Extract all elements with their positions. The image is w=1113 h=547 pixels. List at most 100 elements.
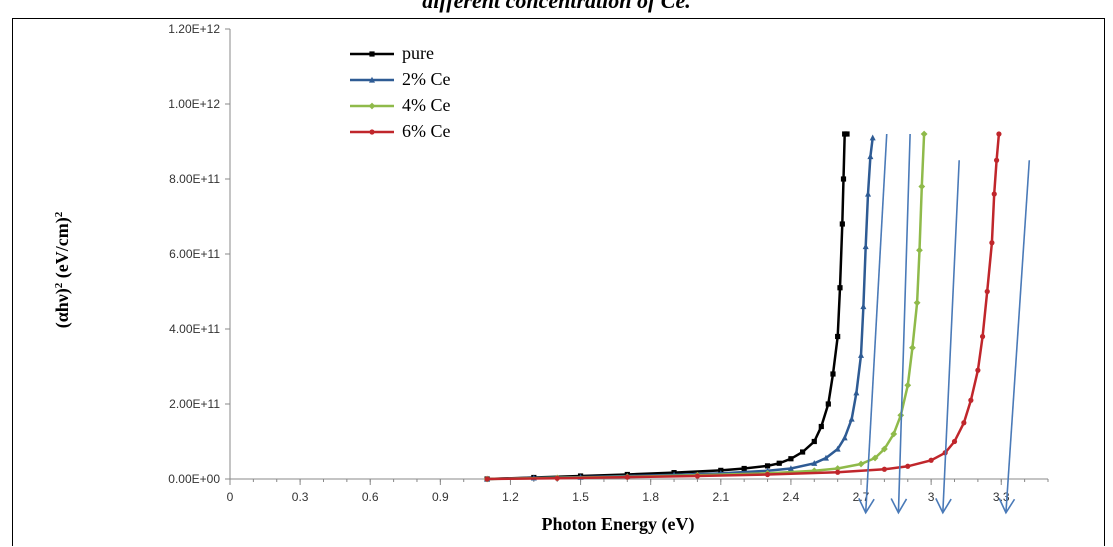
data-point — [741, 465, 747, 472]
y-tick-label: 6.00E+11 — [169, 247, 220, 261]
y-axis-label: (αhν)2 (eV/cm)2 — [52, 211, 73, 328]
data-point — [993, 157, 1000, 163]
data-point — [839, 221, 845, 227]
arrow-shaft — [897, 133, 911, 513]
y-tick-label: 8.00E+11 — [169, 172, 220, 186]
y-tick-label: 4.00E+11 — [169, 322, 220, 336]
data-point — [857, 460, 865, 468]
x-tick-label: 1.2 — [502, 490, 519, 504]
data-point — [835, 333, 841, 340]
data-point — [800, 449, 806, 455]
data-point — [840, 176, 847, 182]
x-tick-label: 0.6 — [362, 490, 379, 504]
data-point — [811, 438, 817, 445]
legend-label: pure — [402, 43, 434, 63]
data-point — [871, 454, 879, 462]
data-point — [991, 191, 997, 197]
legend-item: 2% Ce — [350, 69, 451, 89]
y-tick-label: 0.00E+00 — [168, 472, 220, 486]
y-axis-label-sup: 2 — [53, 282, 65, 288]
data-point — [904, 381, 912, 389]
data-point — [865, 190, 872, 197]
x-axis-label: Photon Energy (eV) — [542, 514, 695, 535]
data-point — [848, 415, 855, 422]
x-tick-label: 0.3 — [292, 490, 309, 504]
data-point — [834, 465, 842, 472]
data-point — [837, 285, 843, 291]
series-4-ce — [483, 130, 928, 483]
series-6-ce — [484, 131, 1002, 482]
arrow-head — [935, 498, 952, 515]
data-point — [554, 475, 560, 481]
x-tick-label: 0.9 — [432, 490, 449, 504]
legend-item: 4% Ce — [350, 95, 451, 115]
y-tick-label: 1.00E+12 — [168, 97, 220, 111]
data-point — [853, 389, 860, 396]
data-point — [913, 299, 921, 307]
chart-frame — [12, 18, 1105, 546]
data-point — [916, 246, 923, 254]
x-tick-label: 1.8 — [642, 490, 659, 504]
x-tick-label: 3.3 — [993, 490, 1010, 504]
legend-swatch-marker — [369, 76, 375, 83]
data-point — [984, 288, 990, 295]
series-line — [487, 137, 874, 481]
legend-swatch-marker — [369, 51, 375, 57]
data-point — [818, 423, 824, 430]
y-axis-label-main: (αhν) — [52, 288, 73, 328]
series-2-ce — [484, 134, 876, 482]
series-line — [487, 133, 1001, 481]
legend-label: 6% Ce — [402, 121, 451, 141]
legend: pure 2% Ce 4% Ce 6% Ce — [350, 43, 451, 141]
data-point — [951, 438, 958, 445]
data-point — [811, 460, 818, 466]
arrow-head — [890, 498, 908, 515]
axes: 0.00E+00 2.00E+11 4.00E+11 6.00E+11 8.00E+11… — [168, 22, 1049, 504]
legend-swatch-marker — [368, 102, 376, 110]
arrow — [858, 133, 888, 515]
arrow — [935, 160, 960, 515]
series-pure — [484, 131, 850, 482]
x-tick-label: 2.1 — [712, 490, 729, 504]
y-axis-label-rest: (eV/cm) — [52, 217, 73, 282]
data-point — [862, 243, 869, 250]
data-point — [890, 430, 898, 438]
data-point — [867, 153, 874, 160]
data-point — [905, 463, 911, 469]
data-point — [484, 476, 490, 482]
series-group — [483, 130, 1002, 483]
data-point — [918, 183, 926, 190]
arrow-shaft — [942, 160, 960, 513]
x-tick-label: 1.5 — [572, 490, 589, 504]
data-point — [920, 130, 928, 138]
data-point — [858, 352, 865, 358]
legend-swatch-marker — [369, 129, 375, 135]
legend-item: 6% Ce — [350, 121, 451, 141]
data-point — [881, 445, 888, 453]
y-tick-label: 2.00E+11 — [169, 397, 220, 411]
data-point — [909, 344, 916, 352]
legend-item: pure — [350, 43, 434, 63]
data-point — [979, 333, 986, 340]
data-point — [835, 469, 841, 475]
data-point — [975, 367, 981, 373]
arrows-group — [858, 133, 1031, 515]
data-point — [830, 371, 836, 377]
x-tick-label: 3 — [928, 490, 935, 504]
data-point — [928, 457, 934, 463]
data-point — [881, 466, 888, 472]
legend-label: 4% Ce — [402, 95, 451, 115]
data-point — [841, 434, 848, 441]
data-point — [834, 445, 841, 452]
arrow — [890, 133, 911, 515]
data-point — [764, 463, 771, 469]
y-axis-label-sup2: 2 — [53, 211, 65, 217]
data-point — [860, 303, 867, 310]
arrow — [998, 160, 1031, 515]
data-point — [996, 131, 1002, 137]
data-point — [968, 397, 974, 403]
series-line — [487, 132, 847, 481]
data-point — [788, 456, 794, 462]
data-point — [822, 454, 829, 461]
